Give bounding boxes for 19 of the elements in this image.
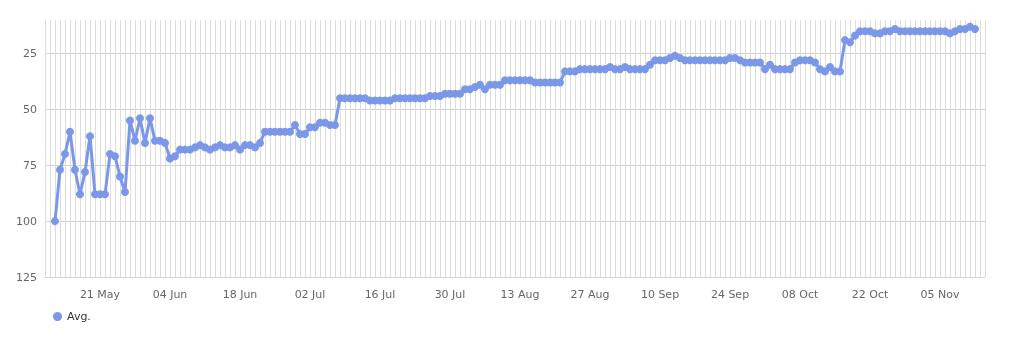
y-tick-label: 100 xyxy=(16,214,37,228)
x-tick-label: 08 Oct xyxy=(781,288,819,301)
x-tick-label: 05 Nov xyxy=(920,288,960,301)
y-tick-label: 75 xyxy=(23,158,37,172)
x-tick-label: 21 May xyxy=(79,288,121,301)
y-tick-label: 50 xyxy=(23,102,37,116)
x-tick-label: 02 Jul xyxy=(294,288,326,301)
x-tick-label: 18 Jun xyxy=(222,288,258,301)
x-tick-label: 24 Sep xyxy=(710,288,750,301)
x-tick-label: 13 Aug xyxy=(500,288,540,301)
x-tick-label: 30 Jul xyxy=(434,288,466,301)
x-tick-label: 04 Jun xyxy=(152,288,188,301)
x-tick-label: 10 Sep xyxy=(640,288,680,301)
x-tick-label: 22 Oct xyxy=(851,288,889,301)
y-tick-label: 125 xyxy=(16,270,37,284)
x-tick-label: 27 Aug xyxy=(570,288,610,301)
y-tick-label: 25 xyxy=(23,47,37,61)
x-tick-label: 16 Jul xyxy=(364,288,396,301)
legend-label: Avg. xyxy=(67,310,91,323)
